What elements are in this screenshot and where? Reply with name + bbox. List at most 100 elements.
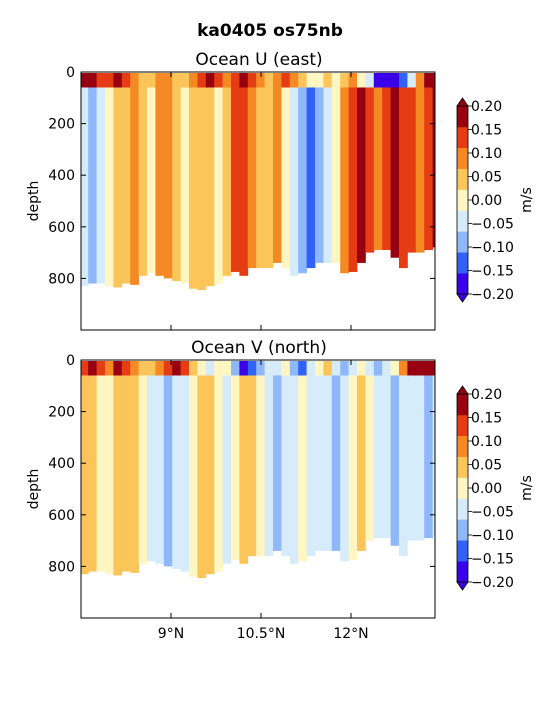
v-cell-surface — [289, 361, 299, 377]
v-ytick-label: 600 — [48, 508, 75, 524]
u-cell-deep — [340, 87, 349, 274]
v-cell-surface — [331, 361, 341, 377]
u-colorbar-band — [457, 147, 468, 169]
v-cell-deep — [432, 375, 436, 536]
u-cell-deep — [239, 87, 249, 276]
u-cell-surface — [214, 73, 223, 89]
v-cell-deep — [424, 375, 433, 539]
v-cell-deep — [130, 375, 139, 573]
v-cell-surface — [189, 361, 198, 377]
u-cell-surface — [415, 73, 425, 89]
u-colorbar-tick-label: 0.15 — [471, 123, 502, 139]
u-y-axis-label: depth — [26, 181, 42, 222]
u-cell-surface — [357, 73, 366, 89]
v-cell-surface — [298, 361, 307, 377]
v-y-axis-label: depth — [26, 469, 42, 510]
u-cell-surface — [172, 73, 181, 89]
v-cell-deep — [138, 375, 148, 564]
v-cell-deep — [147, 375, 156, 562]
v-colorbar-label: m/s — [519, 475, 535, 501]
v-cell-deep — [340, 375, 349, 562]
u-cell-surface — [256, 73, 265, 89]
v-colorbar-band — [457, 519, 468, 541]
v-y-axis: 0 200 400 600 800 — [48, 353, 435, 575]
v-cell-deep — [331, 375, 341, 551]
v-cell-deep — [399, 375, 408, 557]
u-colorbar-tick-label: 0.00 — [471, 193, 502, 209]
v-cell-surface — [231, 361, 240, 377]
v-xtick-label: 10.5°N — [237, 626, 286, 642]
v-colorbar-tick-label: 0.15 — [471, 411, 502, 427]
v-cell-surface — [306, 361, 316, 377]
u-cell-deep — [147, 87, 156, 274]
u-cell-deep — [205, 87, 215, 287]
u-cell-deep — [289, 87, 299, 276]
u-cell-surface — [81, 73, 89, 89]
v-cell-surface — [155, 361, 165, 377]
u-cell-deep — [138, 87, 148, 276]
u-cell-surface — [424, 73, 433, 89]
v-cell-surface — [432, 361, 436, 377]
v-cell-deep — [247, 375, 257, 557]
v-colorbar: 0.20 0.15 0.10 0.05 0.00 −0.05 −0.10 −0.15 −0.20… — [456, 385, 535, 591]
panel-ocean-v: Ocean V (north) 0 200 400 600 800 depth 9°N 1… — [26, 338, 535, 642]
v-cell-surface — [81, 361, 89, 377]
v-cell-surface — [147, 361, 156, 377]
u-cell-surface — [222, 73, 232, 89]
u-cell-surface — [432, 73, 436, 89]
v-cell-surface — [390, 361, 400, 377]
v-cell-deep — [197, 375, 207, 579]
u-cell-surface — [273, 73, 282, 89]
u-cell-deep — [281, 87, 291, 269]
u-cell-deep — [231, 87, 240, 272]
u-cell-deep — [373, 87, 383, 251]
u-cell-deep — [390, 87, 400, 258]
u-colorbar-band — [457, 210, 468, 232]
u-cell-deep — [105, 87, 114, 287]
u-cell-surface — [180, 73, 190, 89]
u-colorbar-band — [457, 231, 468, 253]
v-cell-deep — [121, 375, 131, 572]
v-cell-surface — [96, 361, 106, 377]
v-cell-deep — [222, 375, 232, 564]
v-cell-deep — [357, 375, 366, 551]
v-cell-deep — [373, 375, 383, 539]
v-cell-deep — [315, 375, 324, 551]
v-cell-surface — [105, 361, 114, 377]
u-colorbar-tick-label: −0.10 — [471, 240, 514, 256]
u-colorbar-tick-label: 0.20 — [471, 99, 502, 115]
u-plot-frame — [80, 71, 436, 331]
u-cell-surface — [163, 73, 173, 89]
v-ytick-label: 200 — [48, 405, 75, 421]
u-ytick-label: 800 — [48, 271, 75, 287]
v-cell-surface — [264, 361, 274, 377]
v-ytick-label: 0 — [66, 353, 75, 369]
u-colorbar-band — [457, 273, 468, 295]
v-colorbar-tick-label: 0.00 — [471, 481, 502, 497]
u-cell-surface — [340, 73, 349, 89]
u-cell-deep — [365, 87, 375, 253]
u-ytick-label: 200 — [48, 117, 75, 133]
u-cell-surface — [407, 73, 417, 89]
u-cell-deep — [348, 87, 358, 272]
v-colorbar-extend-max — [456, 385, 469, 395]
v-cell-deep — [239, 375, 249, 564]
u-cell-deep — [96, 87, 106, 284]
v-cell-surface — [130, 361, 139, 377]
v-cell-deep — [231, 375, 240, 560]
v-cell-surface — [373, 361, 383, 377]
v-cell-deep — [205, 375, 215, 575]
v-cell-deep — [113, 375, 123, 576]
v-xtick-label: 12°N — [333, 626, 368, 642]
u-cell-surface — [373, 73, 383, 89]
v-colorbar-band — [457, 414, 468, 437]
v-x-axis: 9°N 10.5°N 12°N — [158, 360, 369, 642]
v-cell-deep — [289, 375, 299, 564]
v-cell-surface — [180, 361, 190, 377]
v-colorbar-band — [457, 394, 468, 416]
v-cell-surface — [197, 361, 207, 377]
v-cell-surface — [340, 361, 349, 377]
u-cell-deep — [382, 87, 391, 251]
u-cell-deep — [357, 87, 366, 263]
u-cell-deep — [432, 87, 436, 248]
